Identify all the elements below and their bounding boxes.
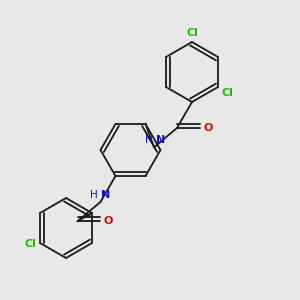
Text: Cl: Cl <box>186 28 198 38</box>
Text: Cl: Cl <box>222 88 233 98</box>
Text: O: O <box>103 216 113 226</box>
Text: N: N <box>101 190 110 200</box>
Text: Cl: Cl <box>25 238 36 249</box>
Text: N: N <box>155 135 165 145</box>
Text: H: H <box>90 190 98 200</box>
Text: O: O <box>203 123 212 133</box>
Text: H: H <box>145 135 152 145</box>
